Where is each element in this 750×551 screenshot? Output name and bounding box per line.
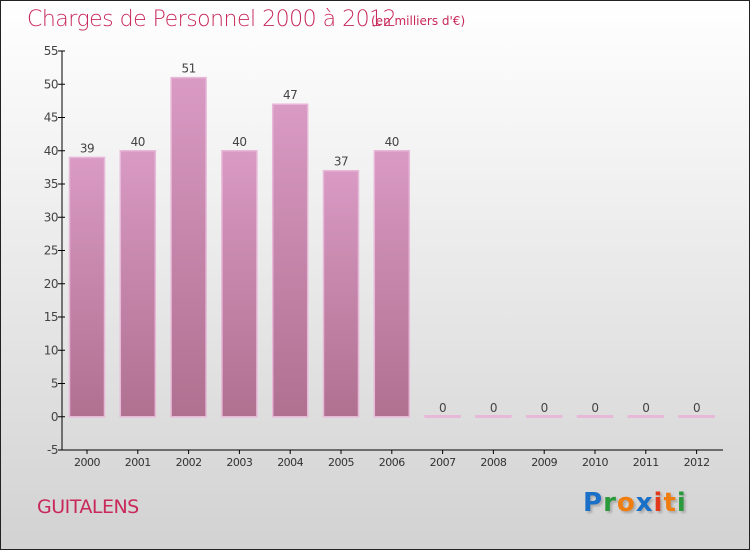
chart-title: Charges de Personnel 2000 à 2012 bbox=[27, 7, 397, 32]
y-tick-label: 55 bbox=[44, 44, 58, 58]
bar bbox=[119, 150, 157, 418]
y-tick-label: 5 bbox=[51, 377, 58, 391]
data-label: 40 bbox=[131, 135, 145, 149]
x-tick-label: 2001 bbox=[125, 456, 151, 469]
logo-letter: t bbox=[663, 488, 677, 518]
x-tick-label: 2003 bbox=[226, 456, 252, 469]
commune-name: GUITALENS bbox=[37, 496, 139, 518]
bar bbox=[373, 150, 411, 418]
data-label: 0 bbox=[541, 401, 548, 415]
x-tick-label: 2008 bbox=[480, 456, 506, 469]
logo-letter: o bbox=[616, 488, 636, 518]
bar bbox=[424, 415, 461, 418]
logo-letter: i bbox=[676, 488, 687, 518]
y-tick-label: 10 bbox=[44, 343, 58, 357]
y-tick-label: 50 bbox=[44, 77, 58, 91]
logo-letter: P bbox=[583, 488, 604, 518]
data-label: 0 bbox=[693, 401, 700, 415]
logo-letter: r bbox=[603, 488, 617, 518]
proxiti-logo: Proxiti bbox=[583, 488, 687, 518]
x-tick-label: 2012 bbox=[684, 456, 710, 469]
x-tick-label: 2009 bbox=[531, 456, 557, 469]
data-label: 40 bbox=[385, 135, 399, 149]
bar bbox=[170, 76, 207, 418]
x-tick-label: 2011 bbox=[633, 456, 659, 469]
bar bbox=[271, 103, 309, 418]
x-tick-label: 2000 bbox=[74, 456, 100, 469]
bar bbox=[475, 415, 512, 418]
bar bbox=[678, 415, 715, 418]
x-tick-label: 2007 bbox=[430, 456, 456, 469]
y-tick-label: 40 bbox=[44, 144, 58, 158]
x-tick-label: 2005 bbox=[328, 456, 354, 469]
x-tick-label: 2006 bbox=[379, 456, 405, 469]
y-tick-label: 20 bbox=[44, 277, 58, 291]
bar bbox=[576, 415, 614, 418]
bar bbox=[627, 415, 665, 418]
y-tick-label: 45 bbox=[44, 111, 58, 125]
y-tick-label: 35 bbox=[44, 177, 58, 191]
bar bbox=[322, 169, 360, 418]
data-label: 0 bbox=[642, 401, 649, 415]
y-tick-label: 30 bbox=[44, 210, 58, 224]
data-label: 47 bbox=[283, 88, 297, 102]
chart-subtitle: (en milliers d'€) bbox=[371, 14, 466, 28]
bar bbox=[221, 150, 258, 418]
x-tick-label: 2004 bbox=[277, 456, 303, 469]
bar bbox=[68, 156, 106, 418]
x-tick-label: 2010 bbox=[582, 456, 608, 469]
bar bbox=[525, 415, 563, 418]
data-label: 51 bbox=[181, 62, 195, 76]
logo-letter: i bbox=[653, 488, 664, 518]
y-tick-label: 25 bbox=[44, 244, 58, 258]
y-tick-label: -5 bbox=[47, 443, 58, 457]
y-tick-label: 15 bbox=[44, 310, 58, 324]
y-tick-label: 0 bbox=[51, 410, 58, 424]
data-label: 37 bbox=[334, 155, 348, 169]
data-label: 0 bbox=[591, 401, 598, 415]
logo-letter: x bbox=[635, 488, 654, 518]
data-label: 0 bbox=[439, 401, 446, 415]
data-label: 40 bbox=[232, 135, 246, 149]
x-tick-label: 2002 bbox=[176, 456, 202, 469]
data-label: 39 bbox=[80, 141, 94, 155]
data-label: 0 bbox=[490, 401, 497, 415]
